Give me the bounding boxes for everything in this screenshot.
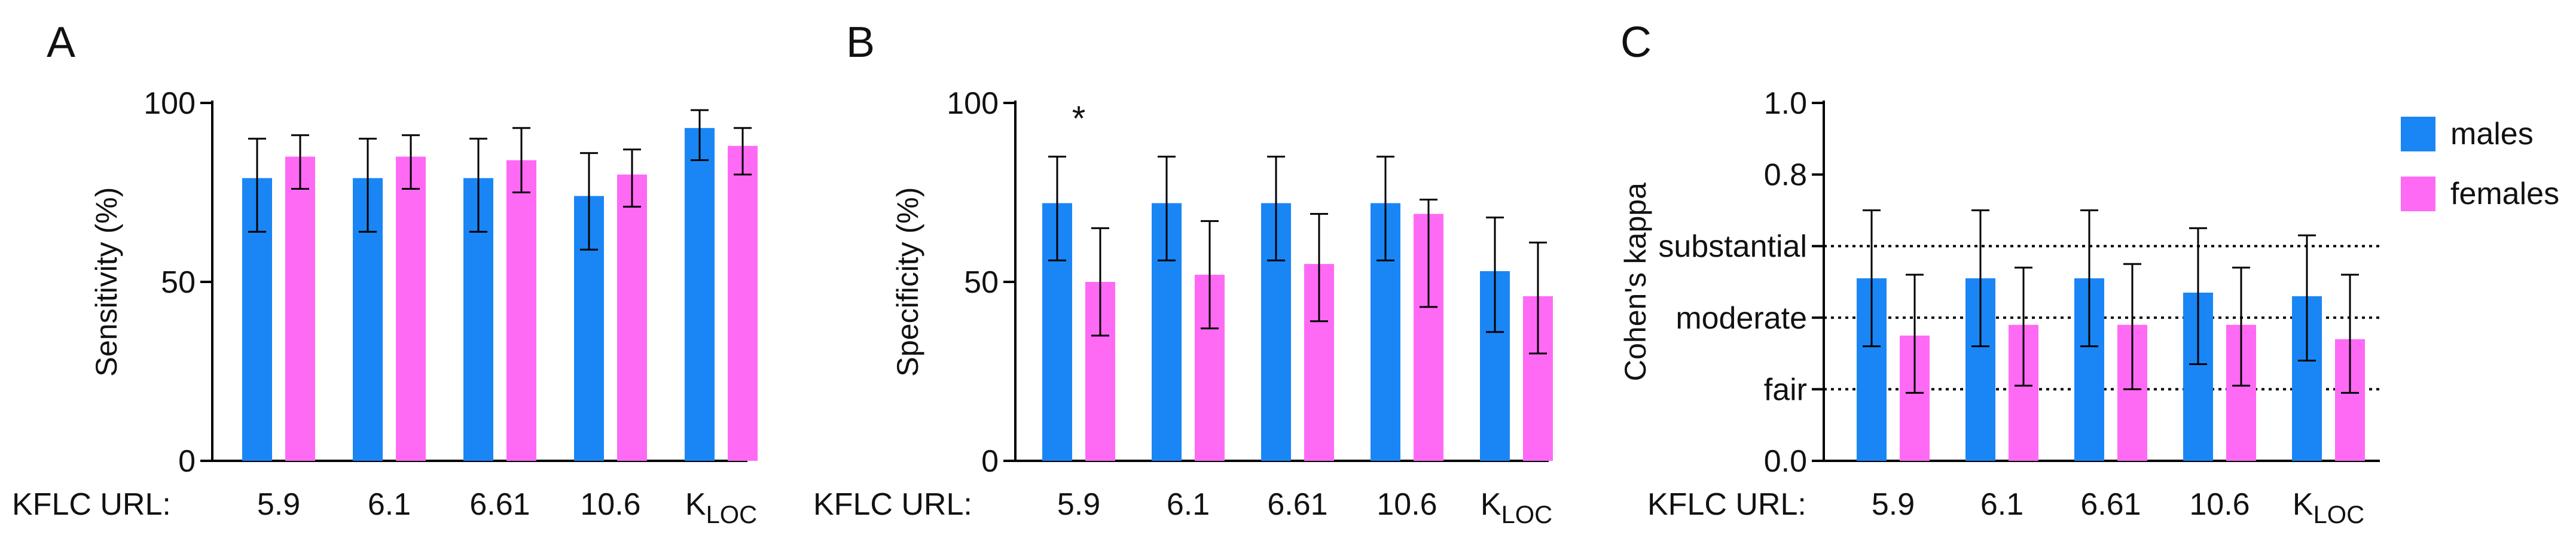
category-label: 6.61	[1267, 487, 1327, 522]
legend-swatch-males	[2401, 117, 2435, 151]
legend-label-females: females	[2450, 177, 2559, 211]
category-label-main: K	[2293, 487, 2313, 522]
bar-females-2	[506, 160, 536, 461]
category-label: KLOC	[2293, 487, 2364, 528]
category-label: 6.1	[368, 487, 411, 522]
category-label: 10.6	[580, 487, 640, 522]
panel-label: A	[47, 19, 75, 66]
bar-females-3	[617, 174, 647, 461]
category-label-subscript: LOC	[1501, 500, 1553, 528]
y-tick-label: 100	[947, 86, 999, 121]
y-axis-label: Cohen's kappa	[1619, 183, 1652, 381]
panel-a: A Sensitivity (%) 0 50 100 5.9 6.1 6.61 10.6 KLOC…	[12, 19, 758, 528]
legend-swatch-females	[2401, 177, 2435, 211]
legend-label-males: males	[2450, 117, 2534, 151]
category-label: 5.9	[257, 487, 300, 522]
category-label: 6.1	[1167, 487, 1210, 522]
y-tick-label: 0	[981, 444, 999, 479]
category-label-main: K	[685, 487, 706, 522]
y-tick-label: fair	[1764, 372, 1807, 407]
bar-females-4	[728, 145, 758, 461]
y-tick-label: substantial	[1658, 229, 1807, 264]
panel-label: B	[846, 19, 875, 66]
y-axis-label: Specificity (%)	[891, 187, 924, 377]
category-label: 5.9	[1872, 487, 1915, 522]
category-label: KLOC	[685, 487, 757, 528]
y-tick-label: 0	[178, 444, 196, 479]
panel-b: B Specificity (%) 0 50 100 5.9 6.1 6.61 10.6 KLOC…	[813, 19, 1553, 528]
bar-females-0	[285, 156, 315, 461]
category-label: 5.9	[1057, 487, 1100, 522]
category-label: 10.6	[1376, 487, 1437, 522]
y-tick-label: moderate	[1675, 301, 1807, 336]
y-tick-label: 50	[161, 265, 196, 300]
y-tick-label: 0.0	[1764, 444, 1807, 479]
category-label: 6.61	[469, 487, 530, 522]
panel-label: C	[1620, 19, 1652, 66]
category-label: 6.61	[2080, 487, 2141, 522]
significance-marker: *	[1072, 99, 1086, 138]
category-label-subscript: LOC	[706, 500, 758, 528]
bar-males-4	[685, 127, 715, 461]
y-tick-label: 50	[964, 265, 999, 300]
y-tick-label: 0.8	[1764, 158, 1807, 193]
category-label-main: K	[1481, 487, 1501, 522]
category-label: 6.1	[1980, 487, 2023, 522]
x-row-label: KFLC URL:	[1647, 487, 1806, 522]
x-row-label: KFLC URL:	[12, 487, 171, 522]
x-row-label: KFLC URL:	[813, 487, 972, 522]
y-axis-label: Sensitivity (%)	[90, 187, 123, 377]
category-label-subscript: LOC	[2313, 500, 2365, 528]
bar-females-1	[396, 156, 426, 461]
category-label: KLOC	[1481, 487, 1552, 528]
y-tick-label: 1.0	[1764, 86, 1807, 121]
panel-c: C Cohen's kappa 0.0 fair moderate substantial…	[1619, 19, 2559, 528]
category-label: 10.6	[2189, 487, 2250, 522]
y-tick-label: 100	[144, 86, 196, 121]
